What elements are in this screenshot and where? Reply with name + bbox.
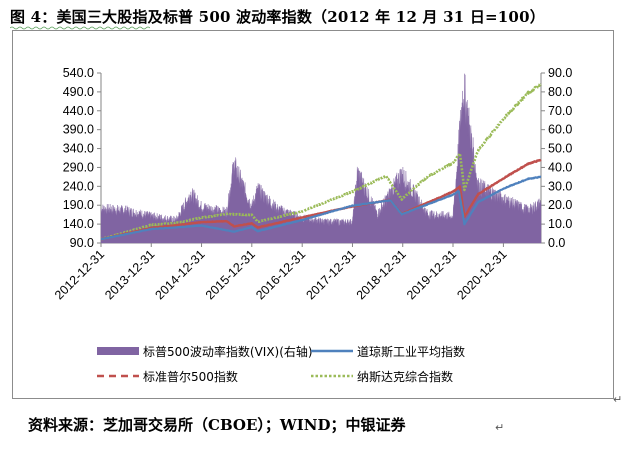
right-tick-label: 80.0: [548, 85, 572, 99]
right-tick-label: 30.0: [548, 179, 572, 193]
series-dji-line: [100, 175, 542, 241]
legend-label-dji: 道琼斯工业平均指数: [357, 344, 465, 359]
right-tick-label: 50.0: [548, 142, 572, 156]
x-tick-label: 2013-12-31: [102, 247, 157, 302]
spellcheck-underline: [10, 26, 150, 30]
left-tick-label: 290.0: [63, 160, 94, 174]
left-tick-label: 440.0: [63, 104, 94, 118]
left-tick-label: 540.0: [63, 66, 94, 80]
paragraph-mark: ↵: [495, 421, 505, 434]
left-tick-label: 340.0: [63, 142, 94, 156]
x-tick-label: 2014-12-31: [153, 247, 208, 302]
left-tick-label: 240.0: [63, 179, 94, 193]
right-tick-label: 60.0: [548, 123, 572, 137]
right-tick-label: 20.0: [548, 198, 572, 212]
right-tick-label: 0.0: [548, 236, 565, 250]
figure-title: 图 4：美国三大股指及标普 500 波动率指数（2012 年 12 月 31 日…: [10, 8, 545, 26]
right-tick-label: 40.0: [548, 160, 572, 174]
x-tick-label: 2016-12-31: [253, 247, 308, 302]
left-tick-label: 190.0: [63, 198, 94, 212]
x-tick-label: 2020-12-31: [454, 247, 509, 302]
x-tick-label: 2019-12-31: [404, 247, 459, 302]
figure-source: 资料来源：芝加哥交易所（CBOE）；WIND；中银证券: [28, 416, 406, 434]
right-tick-label: 10.0: [548, 217, 572, 231]
legend-label-ixic: 纳斯达克综合指数: [357, 369, 453, 384]
paragraph-mark: ↵: [613, 393, 623, 406]
legend-swatch-vix: [97, 347, 139, 355]
left-tick-label: 90.0: [70, 236, 94, 250]
left-tick-label: 390.0: [63, 123, 94, 137]
x-tick-label: 2018-12-31: [354, 247, 409, 302]
x-tick-label: 2017-12-31: [303, 247, 358, 302]
right-tick-label: 70.0: [548, 104, 572, 118]
chart-svg: 540.0 490.0 440.0 390.0 340.0 290.0 240.0 190.0…: [52, 66, 572, 384]
x-tick-label: 2012-12-31: [52, 247, 107, 302]
chart-area: 540.0 490.0 440.0 390.0 340.0 290.0 240.0 190.0…: [12, 30, 614, 399]
legend-label-spx: 标准普尔500指数: [143, 369, 238, 384]
left-tick-label: 490.0: [63, 85, 94, 99]
x-tick-label: 2015-12-31: [203, 247, 258, 302]
series-spx-line: [100, 158, 542, 241]
series-vix-area: [100, 73, 542, 244]
left-tick-label: 140.0: [63, 217, 94, 231]
series-ixic-line: [100, 83, 542, 241]
legend-label-vix: 标普500波动率指数(VIX)(右轴): [143, 344, 313, 359]
right-tick-label: 90.0: [548, 66, 572, 80]
